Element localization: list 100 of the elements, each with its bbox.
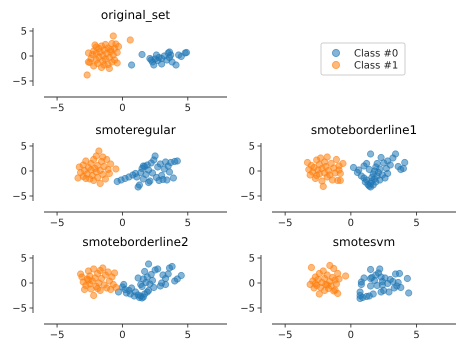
point [339,160,347,168]
x-tick-label: 5 [184,218,191,229]
y-tick-label: 5 [248,254,255,264]
point [96,180,104,188]
point [336,176,344,184]
x-tick-label: 0 [119,218,126,229]
point [82,174,90,182]
point [104,268,112,276]
y-tick-label: 5 [248,142,255,152]
point [400,164,408,172]
point [106,170,113,178]
point [112,165,120,173]
point [397,284,404,292]
point [378,281,386,289]
point [396,270,404,278]
point [386,161,394,169]
y-tick-label: 5 [20,26,27,38]
point [112,284,120,292]
x-tick-label: −5 [278,330,293,341]
y-tick-label: 5 [20,254,27,264]
point [106,64,113,72]
point [404,274,411,282]
point [154,265,162,273]
point [401,158,408,166]
point [107,160,114,168]
point [332,156,340,164]
chart-title: smoteregular [95,123,176,137]
y-tick-label: 0 [20,52,27,62]
point [360,274,368,282]
point [90,292,98,300]
chart-title: smoteborderline1 [310,123,418,137]
y-tick-label: −5 [12,304,27,314]
x-tick-label: 0 [348,330,354,341]
x-tick-label: −5 [278,218,293,229]
point [350,164,358,172]
point [100,61,108,69]
point [152,152,159,160]
point [390,284,398,292]
point [84,71,91,79]
y-tick-label: −5 [240,192,255,202]
point [166,168,174,176]
point [366,266,374,274]
point [99,153,106,161]
point [330,264,338,272]
point [128,61,136,69]
point [405,289,412,297]
point [366,166,373,174]
chart-title: smoteborderline2 [82,235,189,249]
x-tick-label: 0 [119,330,126,341]
point [313,172,320,180]
point [334,270,342,278]
point [110,32,117,40]
point [342,272,350,280]
point [114,42,122,50]
point [114,48,121,56]
y-tick-label: 0 [248,278,255,290]
point [376,165,384,173]
x-tick-label: 5 [184,103,191,114]
point [172,61,180,69]
point [110,269,118,277]
point [335,275,343,283]
chart-title: original_set [100,8,170,22]
y-tick-label: 0 [248,166,255,178]
point [82,157,90,165]
point [150,284,158,292]
point [99,264,106,272]
y-tick-label: −5 [240,304,255,314]
point [95,147,102,155]
point [178,272,185,280]
y-tick-label: −5 [12,192,27,202]
point [324,153,331,161]
point [366,282,374,290]
point [384,170,392,178]
chart-title: smotesvm [332,235,396,249]
x-tick-label: 5 [413,218,420,229]
point [316,290,323,298]
x-tick-label: −5 [50,330,64,341]
legend-label: Class #0 [354,48,398,60]
y-tick-label: −5 [12,76,27,88]
point [335,166,343,174]
x-tick-label: −5 [50,103,64,114]
point [385,288,393,296]
point [102,175,110,183]
y-tick-label: 0 [20,278,27,290]
x-tick-label: 5 [184,330,191,341]
legend-label: Class #1 [354,60,398,72]
point [366,150,374,158]
point [174,157,181,165]
point [166,54,174,62]
point [90,176,98,184]
point [392,150,400,158]
point [148,276,156,284]
point [148,169,156,177]
point [374,160,381,168]
point [162,280,170,288]
x-tick-label: 0 [348,218,354,229]
y-tick-label: 5 [20,142,27,152]
point [133,173,140,181]
point [138,50,146,58]
point [370,290,377,298]
